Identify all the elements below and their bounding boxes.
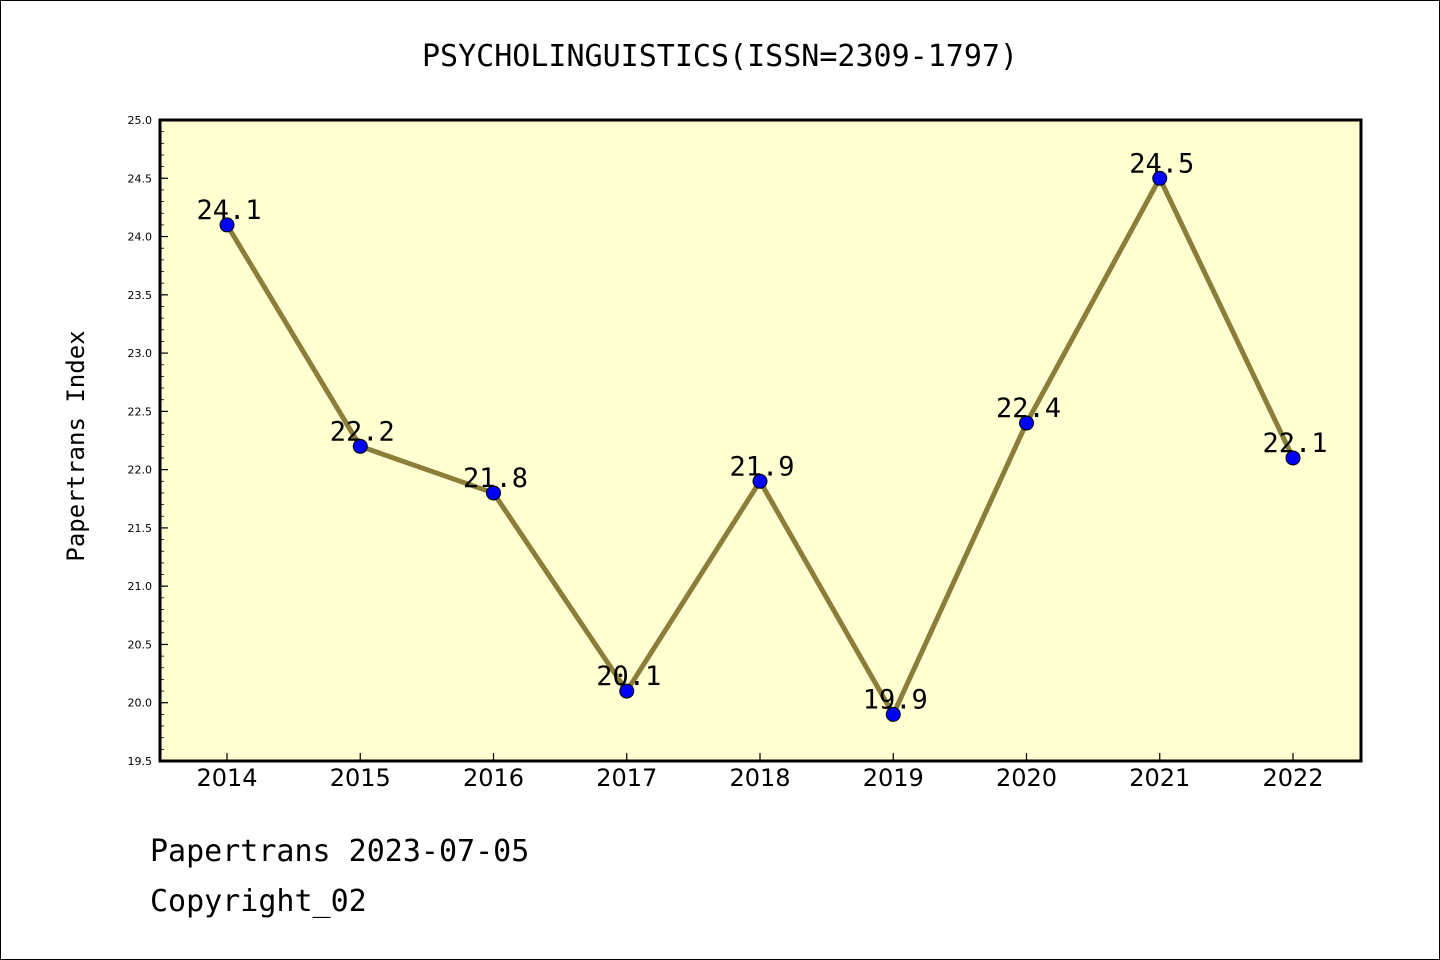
data-point	[486, 485, 501, 501]
y-axis-label: Papertrans Index	[62, 330, 90, 561]
x-tick-label: 2018	[729, 764, 790, 792]
data-point	[219, 217, 235, 233]
x-tick-label: 2014	[196, 764, 257, 792]
data-labels-layer: 24.1 22.2 21.8 20.1 21.9 19.9 22.4 24.5 22.1	[196, 148, 1327, 715]
y-tick-label: 23.0	[128, 347, 153, 360]
data-point	[885, 706, 901, 722]
points-layer	[219, 170, 1301, 722]
chart-title: PSYCHOLINGUISTICS(ISSN=2309-1797)	[422, 39, 1018, 74]
x-tick-label: 2022	[1262, 764, 1323, 792]
x-tick-label: 2016	[463, 764, 524, 792]
y-tick-label: 25.0	[128, 114, 153, 127]
data-label: 24.5	[1129, 148, 1194, 179]
x-tick-label: 2017	[596, 764, 657, 792]
data-label: 21.8	[463, 463, 528, 494]
y-tick-label: 20.5	[128, 638, 153, 651]
data-point	[1019, 415, 1034, 431]
y-tick-label: 21.0	[128, 580, 153, 593]
x-tick-label: 2020	[996, 764, 1057, 792]
y-tick-label: 22.5	[128, 405, 153, 418]
y-tick-label: 24.5	[128, 172, 153, 185]
data-label: 20.1	[596, 661, 661, 692]
x-tick-label: 2015	[330, 764, 391, 792]
footer-copyright: Copyright_02	[150, 884, 367, 919]
data-label: 22.4	[996, 393, 1061, 424]
y-tick-label: 23.5	[128, 289, 153, 302]
data-label: 19.9	[863, 684, 928, 715]
y-tick-label: 22.0	[128, 464, 153, 477]
data-label: 22.2	[330, 416, 395, 447]
data-point	[352, 438, 368, 454]
x-tick-label: 2019	[863, 764, 924, 792]
y-tick-label: 20.0	[128, 697, 153, 710]
x-axis-ticks: 2014 2015 2016 2017 2018 2019 2020 2021 2022	[196, 753, 1324, 792]
x-tick-label: 2021	[1129, 764, 1190, 792]
data-point	[752, 473, 768, 489]
data-label: 22.1	[1262, 428, 1327, 459]
data-label: 21.9	[729, 451, 794, 482]
y-tick-label: 24.0	[128, 231, 153, 244]
data-label: 24.1	[196, 195, 261, 226]
y-tick-label: 21.5	[128, 522, 153, 535]
footer-date: Papertrans 2023-07-05	[150, 834, 530, 869]
data-point	[619, 683, 635, 699]
y-tick-label: 19.5	[128, 755, 153, 768]
data-point	[1285, 450, 1301, 466]
data-point	[1152, 170, 1168, 186]
y-axis-ticks: 19.5 20.0 20.5 21.0 21.5 22.0 22.5 23.0 23.5 24.0…	[128, 114, 168, 768]
